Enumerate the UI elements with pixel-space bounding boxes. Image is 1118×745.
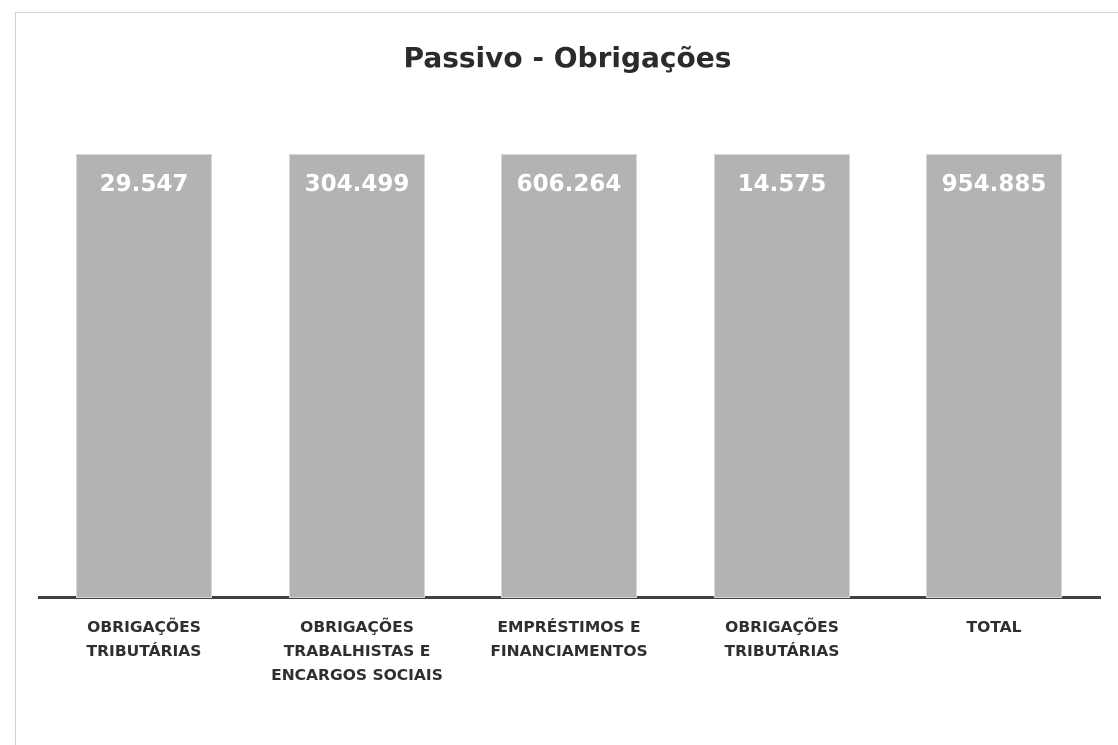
chart-frame: Passivo - Obrigações 29.547 OBRIGAÇÕES TR… [15, 12, 1118, 745]
tile-value: 29.547 [99, 171, 189, 197]
tile-label: EMPRÉSTIMOS E FINANCIAMENTOS [490, 618, 648, 660]
tile: 14.575 [714, 154, 850, 598]
tile-label: OBRIGAÇÕES TRIBUTÁRIAS [724, 618, 840, 660]
tile: 29.547 [76, 154, 212, 598]
tile-value: 954.885 [941, 171, 1047, 197]
tile-value: 14.575 [737, 171, 827, 197]
tile: 606.264 [501, 154, 637, 598]
tile-value: 304.499 [304, 171, 410, 197]
tile: 954.885 [926, 154, 1062, 598]
tile-label: OBRIGAÇÕES TRIBUTÁRIAS [86, 618, 202, 660]
chart-title: Passivo - Obrigações [403, 41, 732, 74]
tile-label: TOTAL [966, 618, 1022, 636]
tile-value: 606.264 [516, 171, 622, 197]
tile-label: OBRIGAÇÕES TRABALHISTAS E ENCARGOS SOCIA… [271, 618, 443, 684]
tile: 304.499 [289, 154, 425, 598]
